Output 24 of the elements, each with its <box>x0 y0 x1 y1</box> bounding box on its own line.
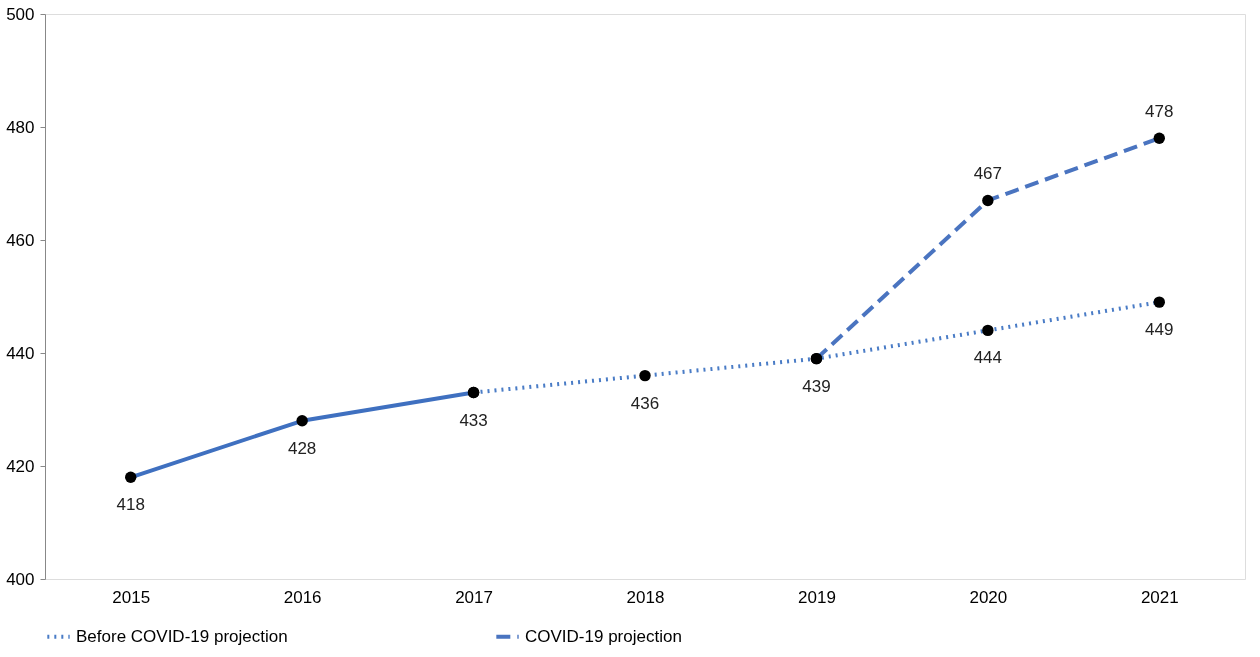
legend-label: COVID-19 projection <box>525 626 682 646</box>
x-tick-label: 2021 <box>1140 587 1179 607</box>
x-tick-label: 2018 <box>626 587 665 607</box>
data-label: 449 <box>1145 320 1174 340</box>
data-label: 418 <box>116 495 145 515</box>
y-tick-label: 440 <box>6 343 35 363</box>
y-tick-label: 460 <box>6 230 35 250</box>
data-label: 444 <box>973 348 1003 368</box>
data-label: 439 <box>802 376 831 396</box>
y-tick-label: 400 <box>6 569 35 589</box>
legend-label: Before COVID-19 projection <box>76 626 288 646</box>
data-label: 433 <box>459 410 488 430</box>
x-tick-label: 2019 <box>798 587 836 607</box>
y-tick-label: 480 <box>6 117 35 137</box>
data-label: 436 <box>630 393 660 413</box>
y-tick-label: 420 <box>6 456 35 476</box>
x-tick-label: 2016 <box>283 587 322 607</box>
data-label: 478 <box>1145 102 1174 122</box>
data-label: 428 <box>287 438 317 458</box>
y-tick-label: 500 <box>6 4 35 24</box>
x-tick-label: 2020 <box>969 587 1008 607</box>
x-tick-label: 2015 <box>112 587 151 607</box>
x-tick-label: 2017 <box>455 587 493 607</box>
data-label: 467 <box>973 164 1003 184</box>
